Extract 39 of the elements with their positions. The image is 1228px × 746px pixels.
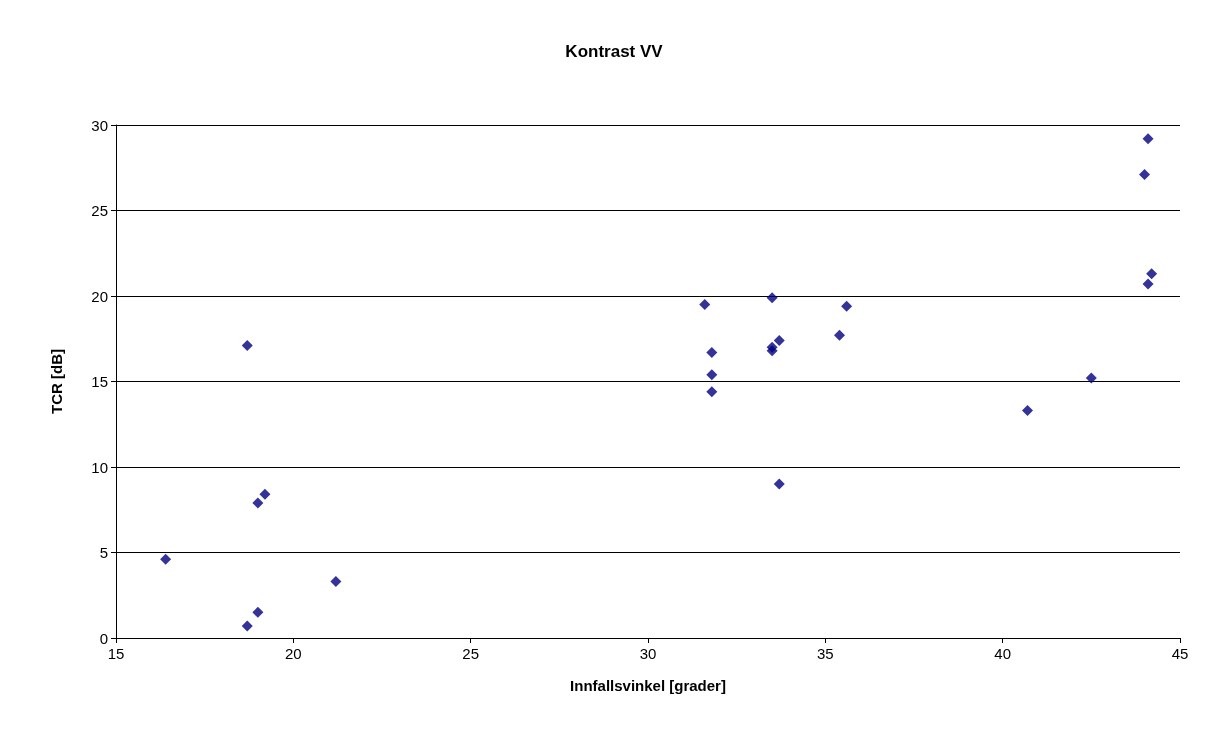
y-tick-label: 10: [91, 458, 108, 476]
point: [706, 369, 718, 381]
y-tick-label: 25: [91, 202, 108, 219]
x-tick-label: 20: [284, 645, 302, 662]
point: [699, 299, 711, 311]
point: [259, 488, 271, 500]
point: [1142, 133, 1154, 145]
y-axis-title: TCR [dB]: [48, 349, 65, 414]
point: [766, 341, 778, 353]
y-tick-label: 0: [99, 629, 108, 647]
y-tick-label: 15: [91, 373, 108, 390]
point: [1142, 278, 1154, 290]
point: [1139, 169, 1151, 181]
x-tick-label: 40: [994, 645, 1012, 662]
x-tick-label: 45: [1171, 645, 1189, 662]
y-tick-label: 20: [91, 287, 108, 305]
x-tick-label: 35: [816, 645, 834, 662]
chart-title: Kontrast VV: [565, 42, 664, 61]
point: [1085, 372, 1097, 384]
point: [252, 497, 264, 509]
point: [706, 386, 718, 398]
point: [1146, 268, 1158, 280]
point: [330, 576, 342, 588]
point: [1021, 405, 1033, 417]
point: [706, 346, 718, 358]
x-axis-title: Innfallsvinkel [grader]: [570, 677, 726, 694]
point: [241, 620, 253, 632]
point: [160, 553, 172, 565]
point: [766, 292, 778, 304]
point: [834, 329, 846, 341]
point: [841, 300, 853, 312]
point: [773, 478, 785, 490]
x-tick-label: 30: [639, 645, 657, 662]
point: [773, 334, 785, 346]
point: [252, 606, 264, 618]
y-tick-label: 5: [99, 544, 108, 561]
y-tick-label: 30: [91, 116, 108, 134]
point: [241, 340, 253, 352]
x-tick-label: 25: [462, 645, 480, 662]
